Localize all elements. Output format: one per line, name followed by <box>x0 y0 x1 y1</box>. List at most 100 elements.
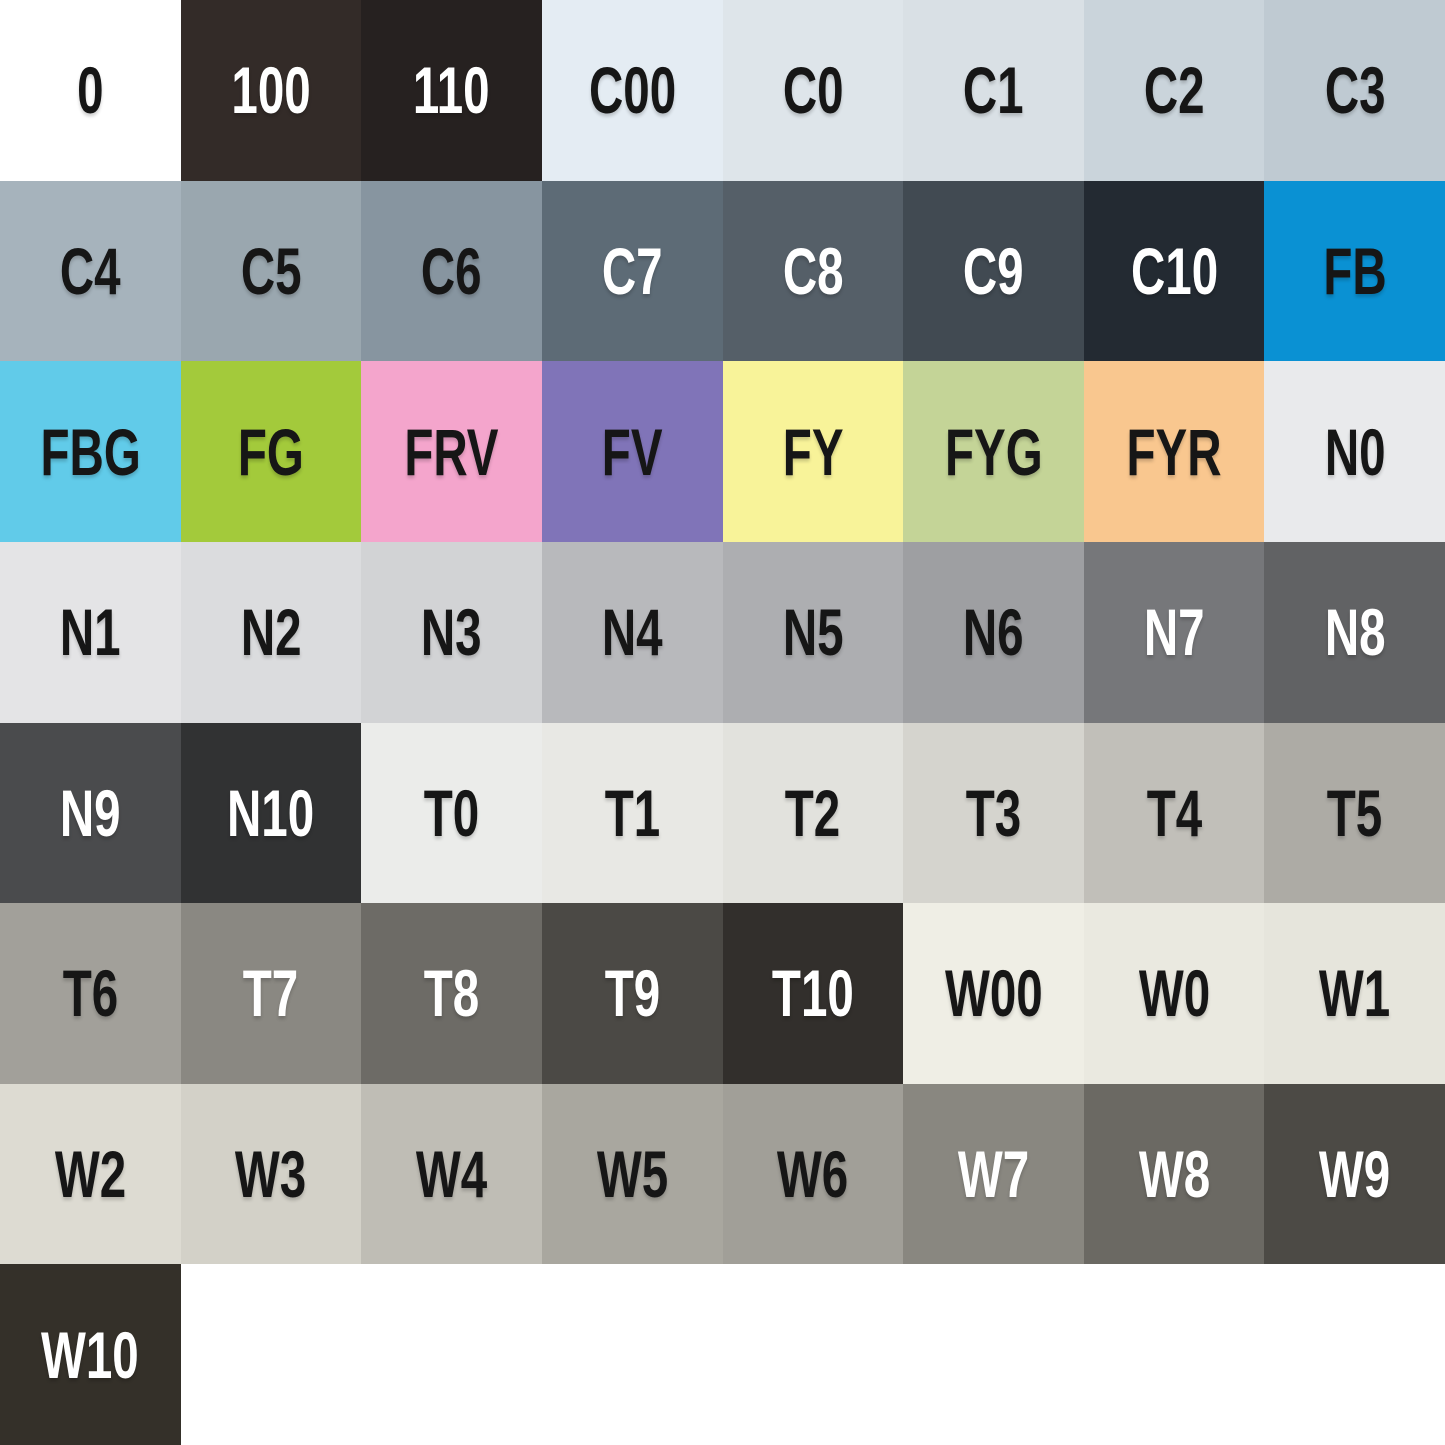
swatch-fyr: FYR <box>1083 361 1265 542</box>
swatch-label: 0 <box>77 53 104 128</box>
swatch-label: FY <box>782 414 844 489</box>
swatch-w5: W5 <box>541 1083 723 1265</box>
swatch-label: C3 <box>1324 53 1386 128</box>
swatch-t8: T8 <box>361 903 542 1084</box>
swatch-c6: C6 <box>361 180 542 362</box>
swatch-label: T6 <box>62 956 119 1031</box>
swatch-n7: N7 <box>1083 541 1265 723</box>
swatch-label: N10 <box>227 775 315 850</box>
swatch-t10: T10 <box>722 903 904 1084</box>
swatch-t7: T7 <box>180 903 362 1084</box>
swatch-label: C6 <box>421 233 482 308</box>
swatch-n4: N4 <box>541 541 723 723</box>
swatch-c9: C9 <box>903 180 1084 362</box>
swatch-label: C1 <box>963 53 1024 128</box>
swatch-c10: C10 <box>1083 180 1265 362</box>
swatch-fb: FB <box>1264 180 1445 362</box>
swatch-label: N4 <box>601 595 663 670</box>
swatch-label: W0 <box>1138 956 1210 1031</box>
swatch-label: FYG <box>944 414 1043 489</box>
swatch-c00: C00 <box>541 0 723 181</box>
swatch-label: FB <box>1323 233 1387 308</box>
swatch-c5: C5 <box>180 180 362 362</box>
swatch-frv: FRV <box>361 361 542 542</box>
swatch-label: T7 <box>243 956 299 1031</box>
swatch-label: T10 <box>771 956 854 1031</box>
swatch-n3: N3 <box>361 541 542 723</box>
swatch-n1: N1 <box>0 541 181 723</box>
swatch-label: T0 <box>423 775 480 850</box>
swatch-label: T4 <box>1146 775 1202 850</box>
swatch-fg: FG <box>180 361 362 542</box>
swatch-label: W3 <box>235 1137 307 1212</box>
swatch-label: FRV <box>404 414 499 489</box>
swatch-n5: N5 <box>722 541 904 723</box>
swatch-label: T9 <box>604 956 660 1031</box>
swatch-label: N1 <box>59 595 121 670</box>
swatch-label: N8 <box>1324 595 1386 670</box>
swatch-w7: W7 <box>903 1083 1084 1265</box>
swatch-t0: T0 <box>361 722 542 904</box>
swatch-t5: T5 <box>1264 722 1445 904</box>
swatch-label: C8 <box>782 233 844 308</box>
swatch-label: W7 <box>957 1137 1030 1212</box>
swatch-w10: W10 <box>0 1264 181 1445</box>
swatch-label: FBG <box>40 414 141 489</box>
swatch-label: T5 <box>1326 775 1383 850</box>
swatch-label: N7 <box>1143 595 1205 670</box>
swatch-label: FG <box>237 414 304 489</box>
swatch-label: T2 <box>785 775 841 850</box>
swatch-100: 100 <box>180 0 362 181</box>
swatch-c1: C1 <box>903 0 1084 181</box>
swatch-label: W00 <box>944 956 1043 1031</box>
swatch-110: 110 <box>361 0 542 181</box>
swatch-label: FV <box>601 414 663 489</box>
swatch-w0: W0 <box>1083 903 1265 1084</box>
swatch-n8: N8 <box>1264 541 1445 723</box>
swatch-label: W4 <box>415 1137 488 1212</box>
swatch-w9: W9 <box>1264 1083 1445 1265</box>
swatch-label: T8 <box>423 956 480 1031</box>
swatch-t3: T3 <box>903 722 1084 904</box>
swatch-fv: FV <box>541 361 723 542</box>
swatch-label: C00 <box>588 53 676 128</box>
swatch-fyg: FYG <box>903 361 1084 542</box>
swatch-c2: C2 <box>1083 0 1265 181</box>
swatch-label: N2 <box>240 595 302 670</box>
swatch-0: 0 <box>0 0 181 181</box>
swatch-label: C2 <box>1143 53 1205 128</box>
swatch-w1: W1 <box>1264 903 1445 1084</box>
swatch-fbg: FBG <box>0 361 181 542</box>
swatch-fy: FY <box>722 361 904 542</box>
swatch-w8: W8 <box>1083 1083 1265 1265</box>
swatch-t9: T9 <box>541 903 723 1084</box>
swatch-c4: C4 <box>0 180 181 362</box>
swatch-w6: W6 <box>722 1083 904 1265</box>
swatch-t6: T6 <box>0 903 181 1084</box>
swatch-label: W8 <box>1138 1137 1210 1212</box>
swatch-label: 100 <box>231 53 311 128</box>
swatch-label: C0 <box>782 53 844 128</box>
swatch-label: W9 <box>1319 1137 1391 1212</box>
swatch-label: W2 <box>54 1137 126 1212</box>
swatch-n10: N10 <box>180 722 362 904</box>
swatch-label: N0 <box>1324 414 1386 489</box>
swatch-label: N3 <box>421 595 482 670</box>
swatch-label: FYR <box>1126 414 1222 489</box>
swatch-n2: N2 <box>180 541 362 723</box>
swatch-w4: W4 <box>361 1083 542 1265</box>
swatch-n6: N6 <box>903 541 1084 723</box>
swatch-w3: W3 <box>180 1083 362 1265</box>
swatch-t4: T4 <box>1083 722 1265 904</box>
swatch-label: W6 <box>777 1137 849 1212</box>
swatch-w2: W2 <box>0 1083 181 1265</box>
swatch-n0: N0 <box>1264 361 1445 542</box>
swatch-label: C4 <box>59 233 121 308</box>
swatch-label: 110 <box>413 53 490 128</box>
swatch-label: C7 <box>601 233 663 308</box>
swatch-t2: T2 <box>722 722 904 904</box>
swatch-c7: C7 <box>541 180 723 362</box>
swatch-label: T3 <box>965 775 1022 850</box>
